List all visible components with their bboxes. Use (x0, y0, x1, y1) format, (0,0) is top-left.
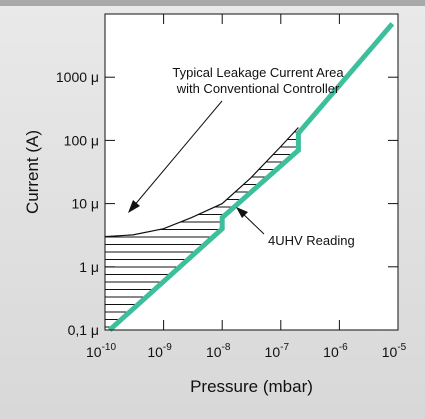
x-tick-label: 10-9 (147, 342, 172, 360)
y-axis-title: Current (A) (23, 130, 42, 214)
annotation-leakage-text: Typical Leakage Current Area (172, 65, 344, 80)
axis-ticks: 0,1 μ 1 μ 10 μ 100 μ 1000 μ 10-10 10-9 10-8 10-7… (56, 14, 407, 360)
x-tick-label: 10-10 (86, 342, 116, 360)
annotation-4uhv-text: 4UHV Reading (268, 233, 355, 248)
x-tick-label: 10-8 (206, 342, 231, 360)
4uhv-reading-line (107, 22, 395, 332)
x-tick-label: 10-6 (323, 342, 348, 360)
y-tick-label: 0,1 μ (68, 322, 99, 338)
x-tick-label: 10-5 (382, 342, 407, 360)
y-tick-label: 100 μ (64, 132, 99, 148)
y-tick-label: 1 μ (79, 259, 99, 275)
plot-area (105, 14, 398, 330)
x-axis-title: Pressure (mbar) (190, 377, 313, 396)
series-group (104, 22, 395, 332)
plot-frame (104, 13, 399, 331)
annotation-leakage-arrow (132, 100, 223, 208)
leakage-current-curve (104, 127, 299, 238)
x-tick-label: 10-7 (265, 342, 290, 360)
arrowhead-icon (236, 207, 248, 218)
annotation-leakage-text: with Conventional Controller (176, 81, 340, 96)
y-tick-label: 1000 μ (56, 69, 99, 85)
y-tick-label: 10 μ (71, 196, 99, 212)
arrowhead-icon (128, 200, 140, 213)
